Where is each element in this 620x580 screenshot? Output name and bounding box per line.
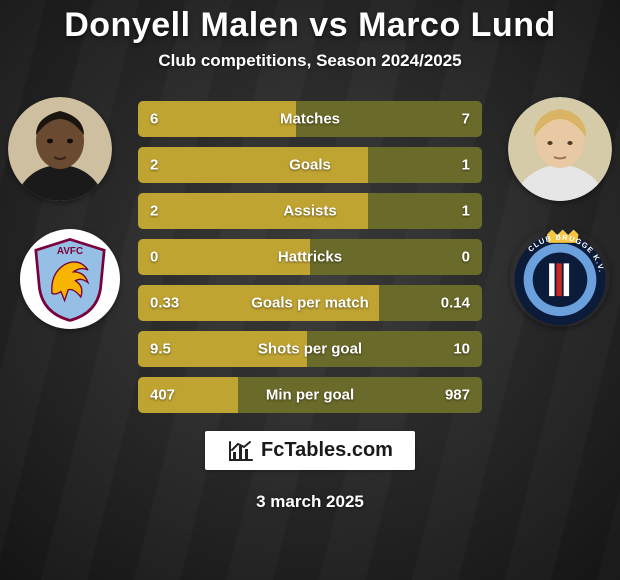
stat-row: 21Assists — [138, 193, 482, 229]
subtitle: Club competitions, Season 2024/2025 — [158, 51, 461, 71]
stat-fill-right — [296, 101, 482, 137]
player1-avatar — [8, 97, 112, 201]
branding-badge: FcTables.com — [205, 431, 415, 470]
page-title: Donyell Malen vs Marco Lund — [64, 6, 556, 45]
stat-fill-right — [310, 239, 482, 275]
player2-name: Marco Lund — [358, 6, 556, 44]
stat-row: 00Hattricks — [138, 239, 482, 275]
stat-row: 67Matches — [138, 101, 482, 137]
stat-value-right: 0.14 — [441, 295, 470, 312]
player1-crest: AVFC — [20, 229, 120, 329]
branding-text: FcTables.com — [261, 439, 393, 462]
stat-row: 21Goals — [138, 147, 482, 183]
vs-text: vs — [309, 6, 348, 44]
stat-value-left: 407 — [150, 387, 175, 404]
stat-value-left: 2 — [150, 157, 158, 174]
branding-icon — [227, 440, 253, 462]
stat-row: 407987Min per goal — [138, 377, 482, 413]
stat-value-left: 2 — [150, 203, 158, 220]
stat-value-right: 7 — [462, 111, 470, 128]
date-text: 3 march 2025 — [256, 492, 364, 512]
stat-value-right: 10 — [453, 341, 470, 358]
stat-rows: 67Matches21Goals21Assists00Hattricks0.33… — [138, 101, 482, 413]
comparison-stage: AVFC CLUB BRUGGE K.V. — [0, 97, 620, 417]
stat-fill-left — [138, 147, 368, 183]
stat-value-left: 0.33 — [150, 295, 179, 312]
stat-value-right: 987 — [445, 387, 470, 404]
stat-fill-left — [138, 239, 310, 275]
stat-value-left: 0 — [150, 249, 158, 266]
stat-row: 9.510Shots per goal — [138, 331, 482, 367]
stat-row: 0.330.14Goals per match — [138, 285, 482, 321]
stat-fill-left — [138, 193, 368, 229]
player2-crest: CLUB BRUGGE K.V. — [510, 227, 610, 327]
stat-fill-left — [138, 101, 296, 137]
stat-value-right: 1 — [462, 157, 470, 174]
player1-name: Donyell Malen — [64, 6, 299, 44]
stat-value-right: 1 — [462, 203, 470, 220]
crest1-text: AVFC — [57, 246, 83, 257]
stat-value-left: 9.5 — [150, 341, 171, 358]
stat-value-left: 6 — [150, 111, 158, 128]
stat-value-right: 0 — [462, 249, 470, 266]
player2-avatar — [508, 97, 612, 201]
